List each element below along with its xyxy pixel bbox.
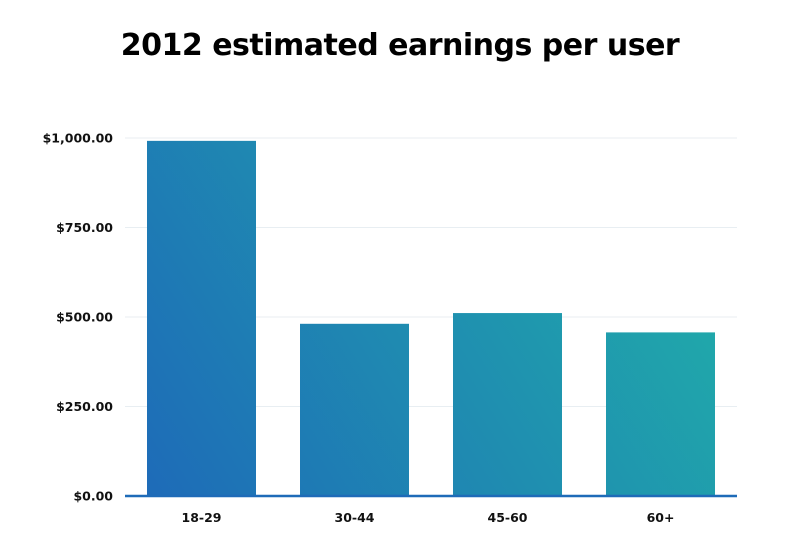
y-tick-label: $250.00 xyxy=(56,399,113,414)
x-tick-label: 45-60 xyxy=(488,510,528,525)
tick-labels: $0.00 $250.00 $500.00 $750.00 $1,000.00 18-29… xyxy=(43,131,675,526)
y-tick-label: $500.00 xyxy=(56,310,113,325)
y-tick-label: $750.00 xyxy=(56,220,113,235)
chart-title: 2012 estimated earnings per user xyxy=(120,28,680,63)
bar-18-29 xyxy=(147,140,256,496)
bars xyxy=(147,140,715,496)
bar-60+ xyxy=(606,332,715,496)
y-tick-label: $0.00 xyxy=(73,489,113,504)
x-tick-label: 60+ xyxy=(647,510,675,525)
bar-30-44 xyxy=(300,323,409,496)
x-tick-label: 30-44 xyxy=(335,510,375,525)
bar-45-60 xyxy=(453,313,562,496)
x-tick-label: 18-29 xyxy=(182,510,222,525)
y-tick-label: $1,000.00 xyxy=(43,131,114,146)
